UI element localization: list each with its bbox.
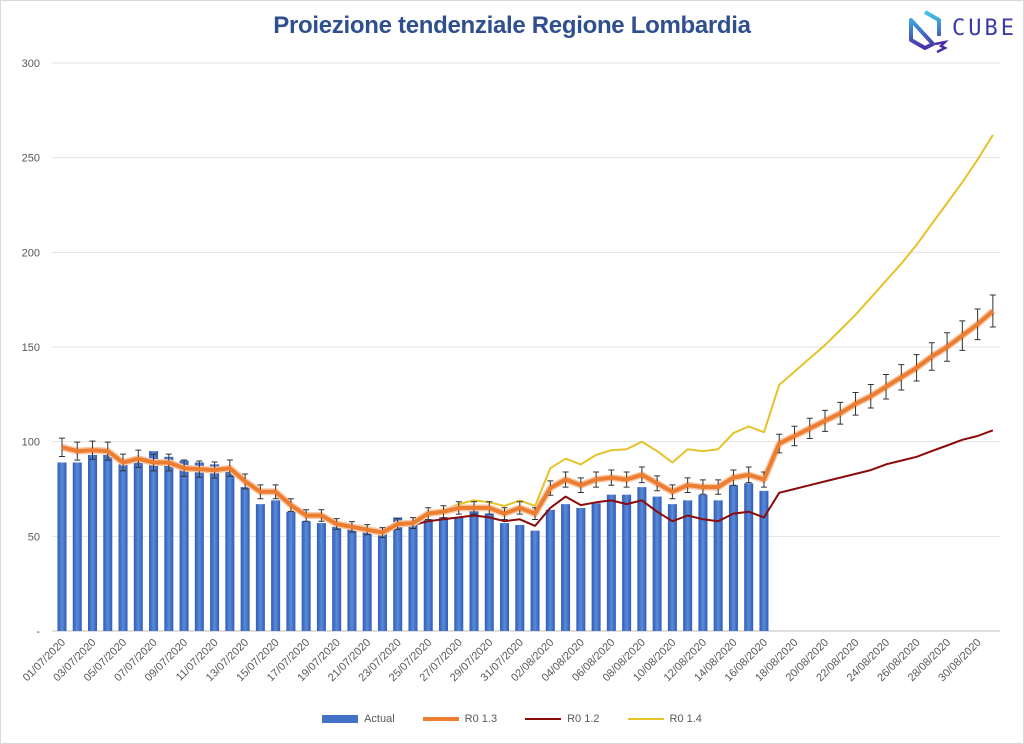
bar-actual — [469, 509, 479, 631]
bar-actual — [500, 523, 510, 631]
bar-actual — [408, 523, 418, 631]
bar-actual — [240, 487, 250, 631]
bar-actual — [530, 530, 540, 631]
bar-actual — [316, 523, 326, 631]
bar-actual — [225, 471, 235, 631]
bar-actual — [622, 494, 632, 631]
bar-actual — [423, 519, 433, 631]
legend-swatch — [525, 718, 562, 720]
y-tick-label: 150 — [22, 342, 40, 354]
logo-text: CUBE — [952, 16, 1017, 41]
bar-actual — [667, 504, 677, 631]
legend-label: R0 1.2 — [567, 713, 600, 725]
bar-actual — [194, 462, 204, 631]
bar-actual — [118, 464, 128, 631]
bar-actual — [347, 528, 357, 631]
legend-item: R0 1.3 — [422, 713, 498, 725]
bar-actual — [332, 526, 342, 631]
bar-actual — [88, 454, 98, 631]
bar-actual — [271, 500, 281, 631]
cube-logo: CUBE — [905, 6, 1015, 58]
bar-actual — [484, 513, 494, 631]
bar-actual — [606, 494, 616, 631]
bar-actual — [362, 532, 372, 631]
bar-actual — [179, 460, 189, 631]
bar-actual — [439, 517, 448, 631]
legend-label: R0 1.3 — [464, 713, 498, 725]
bar-actual — [377, 528, 387, 631]
bar-actual — [286, 511, 296, 631]
bar-actual — [744, 483, 754, 631]
bar-actual — [561, 504, 571, 631]
bar-actual — [683, 500, 693, 631]
y-tick-label: 300 — [22, 58, 40, 70]
bar-actual — [149, 451, 159, 631]
bar-actual — [545, 509, 555, 631]
y-tick-label: 250 — [22, 153, 40, 165]
bar-actual — [759, 490, 769, 631]
chart-title: Proiezione tendenziale Regione Lombardia — [273, 12, 751, 39]
bar-actual — [103, 454, 113, 631]
bar-actual — [210, 464, 220, 631]
cube-hexagon-icon — [909, 10, 949, 54]
y-tick-label: 50 — [28, 531, 40, 543]
y-tick-label: 200 — [22, 247, 40, 259]
bar-actual — [57, 462, 67, 631]
bar-actual — [255, 504, 265, 631]
bar-actual — [652, 496, 662, 631]
legend-label: R0 1.4 — [669, 713, 702, 725]
legend-item: R0 1.2 — [525, 713, 600, 725]
bar-actual — [164, 456, 174, 631]
bar-actual — [713, 500, 723, 631]
line-r0-1-3 — [61, 309, 995, 535]
bar-actual — [515, 524, 525, 631]
bar-actual — [301, 521, 311, 631]
bar-actual — [591, 503, 601, 631]
bar-actual — [728, 485, 738, 631]
bar-actual — [393, 517, 403, 631]
bar-actual — [133, 458, 143, 631]
y-tick-label: - — [36, 626, 40, 638]
legend-swatch — [322, 715, 359, 723]
legend-item: Actual — [322, 713, 395, 725]
legend-swatch — [627, 718, 664, 720]
bar-actual — [698, 494, 708, 631]
legend-swatch — [422, 717, 459, 721]
bar-actual — [576, 507, 586, 631]
bar-actual — [72, 462, 82, 631]
legend-label: Actual — [364, 713, 395, 725]
legend: Actual R0 1.3 R0 1.2 R0 1.4 — [0, 713, 1024, 725]
y-tick-label: 100 — [22, 437, 40, 449]
legend-item: R0 1.4 — [627, 713, 702, 725]
bar-actual — [637, 487, 647, 631]
bar-actual — [454, 517, 464, 631]
